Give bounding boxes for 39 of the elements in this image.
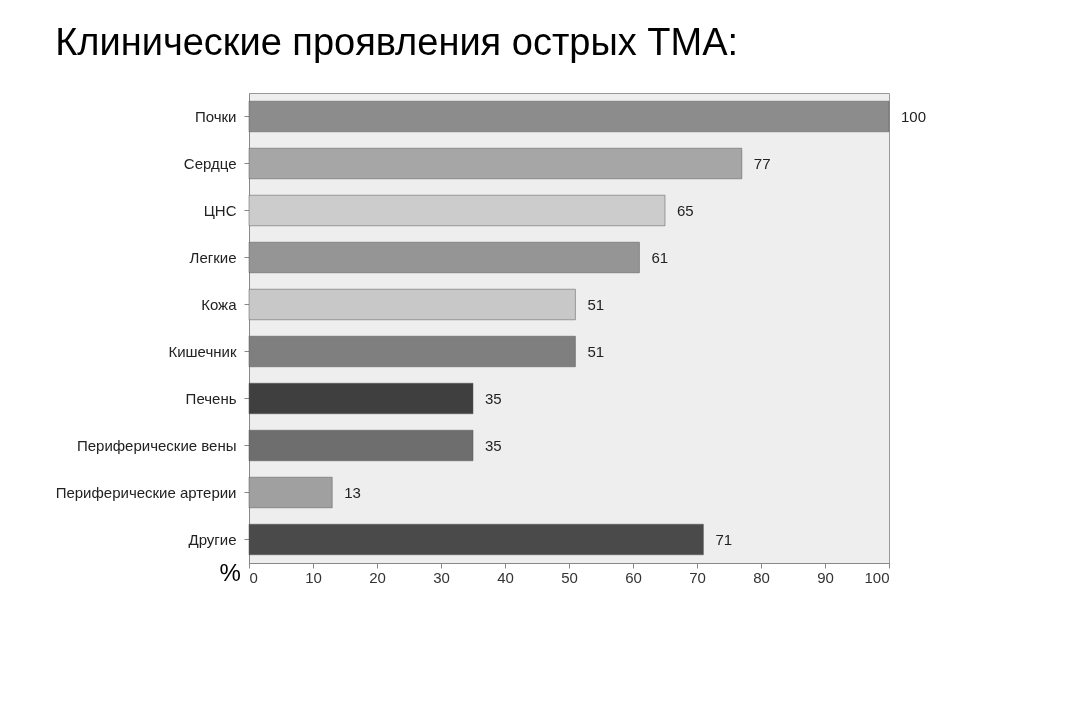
- x-tick-label: 20: [369, 568, 386, 586]
- x-tick-label: 40: [497, 568, 514, 586]
- x-tick-label: 0: [249, 568, 258, 586]
- y-tick-label: Другие: [188, 530, 237, 548]
- x-tick-label: 30: [433, 568, 450, 586]
- y-tick-label: Легкие: [189, 248, 237, 266]
- x-tick-label: 90: [817, 568, 834, 586]
- data-label: 61: [651, 248, 669, 266]
- y-tick-label: ЦНС: [203, 201, 237, 219]
- bar: [248, 288, 576, 321]
- x-tick-label: 60: [625, 568, 642, 586]
- bar: [248, 382, 474, 415]
- x-tick-label: 100: [864, 568, 890, 586]
- data-label: 13: [344, 483, 361, 501]
- x-tick-label: 80: [753, 568, 770, 586]
- bar: [248, 429, 474, 462]
- data-label: 100: [901, 107, 927, 125]
- data-label: 35: [485, 436, 502, 454]
- y-tick-label: Периферические артерии: [55, 483, 237, 501]
- y-tick-label: Почки: [194, 107, 237, 125]
- y-tick-label: Печень: [185, 389, 237, 407]
- y-tick-label: Периферические вены: [76, 436, 237, 454]
- bar: [248, 147, 743, 180]
- data-label: 51: [587, 342, 605, 360]
- x-tick-label: 10: [305, 568, 322, 586]
- data-label: 71: [715, 530, 733, 548]
- x-tick-label: 70: [689, 568, 706, 586]
- chart-title: Клинические проявления острых ТМА:: [55, 21, 739, 63]
- bar: [248, 194, 666, 227]
- data-label: 35: [485, 389, 502, 407]
- x-tick-label: 50: [561, 568, 578, 586]
- data-label: 65: [677, 201, 694, 219]
- y-tick-label: Сердце: [183, 154, 237, 172]
- y-tick-label: Кишечник: [168, 342, 237, 360]
- data-label: 51: [587, 295, 605, 313]
- bar: [248, 523, 704, 556]
- data-label: 77: [753, 154, 771, 172]
- x-axis-title: %: [219, 558, 241, 586]
- y-tick-label: Кожа: [201, 295, 238, 313]
